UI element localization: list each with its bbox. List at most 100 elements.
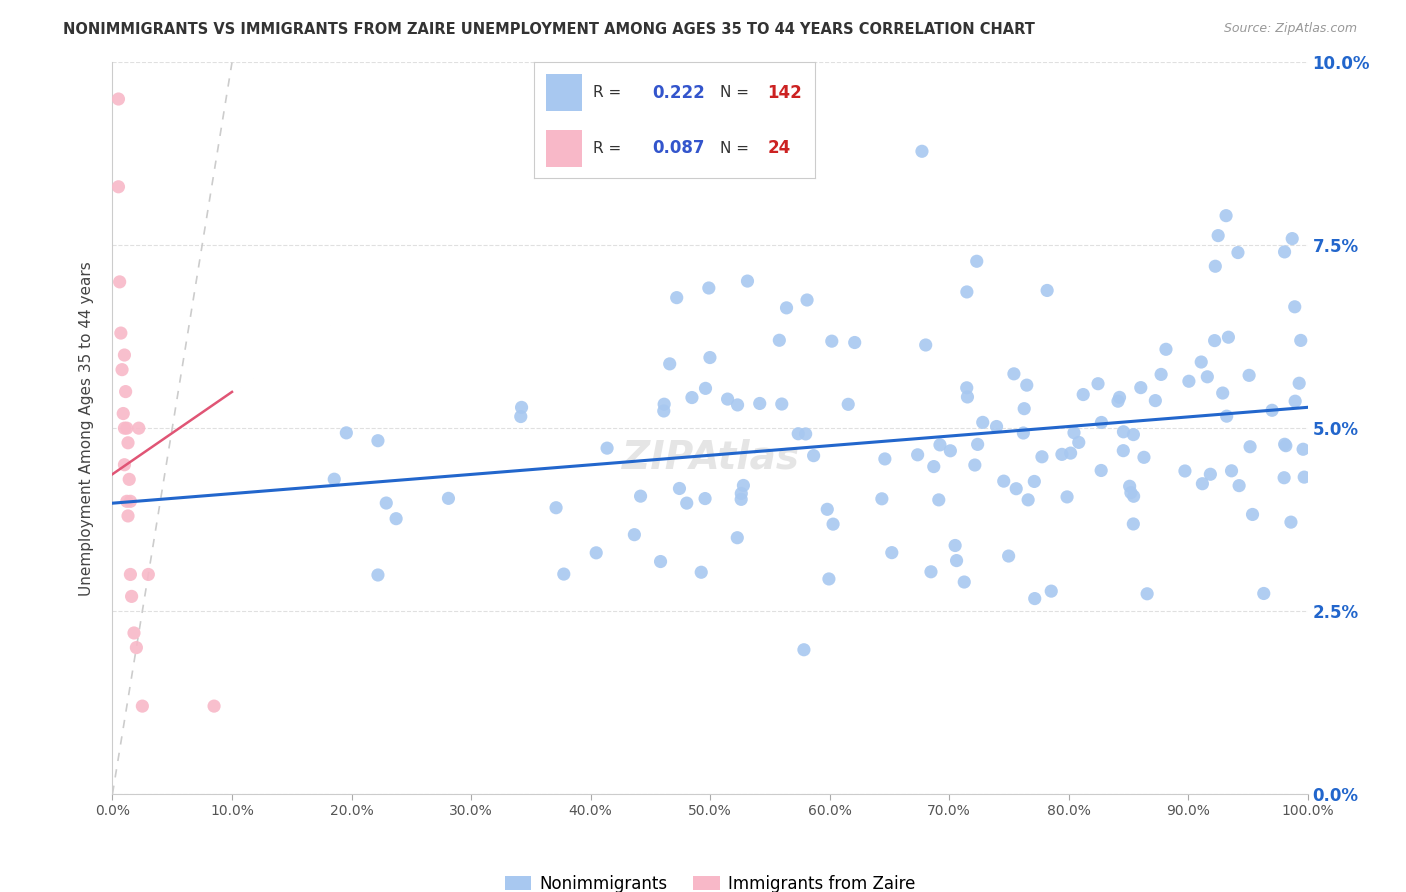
Point	[1144, 393, 1167, 408]
Point	[665, 291, 688, 305]
Point	[652, 404, 675, 418]
Text: ZIPAtlas: ZIPAtlas	[621, 438, 799, 476]
Point	[1040, 584, 1063, 599]
Point	[768, 333, 790, 347]
Point	[120, 567, 142, 582]
Point	[1122, 489, 1144, 503]
Point	[956, 381, 979, 395]
Point	[128, 421, 150, 435]
Text: 0.222: 0.222	[652, 84, 706, 102]
Point	[1218, 330, 1240, 344]
Point	[681, 391, 703, 405]
Text: NONIMMIGRANTS VS IMMIGRANTS FROM ZAIRE UNEMPLOYMENT AMONG AGES 35 TO 44 YEARS CO: NONIMMIGRANTS VS IMMIGRANTS FROM ZAIRE U…	[63, 22, 1035, 37]
Point	[1107, 394, 1129, 409]
Point	[623, 527, 645, 541]
Point	[1220, 464, 1243, 478]
Point	[1090, 416, 1112, 430]
Point	[114, 348, 135, 362]
Point	[1036, 284, 1059, 298]
Point	[914, 338, 936, 352]
Text: N =: N =	[720, 141, 749, 156]
Point	[110, 326, 132, 340]
Point	[121, 590, 143, 604]
Point	[1281, 231, 1303, 245]
Point	[546, 500, 568, 515]
Point	[1206, 228, 1229, 243]
Point	[725, 531, 748, 545]
Point	[963, 458, 986, 472]
Point	[1122, 516, 1144, 531]
Point	[1090, 463, 1112, 477]
Point	[1274, 244, 1296, 259]
Point	[1012, 425, 1035, 440]
Point	[1112, 443, 1135, 458]
Point	[1071, 387, 1094, 401]
Point	[1118, 479, 1140, 493]
Point	[1122, 427, 1144, 442]
Point	[1227, 478, 1250, 492]
Point	[770, 397, 793, 411]
Point	[1063, 425, 1085, 440]
Point	[1017, 492, 1039, 507]
Point	[122, 626, 145, 640]
Point	[953, 574, 976, 589]
Point	[1002, 367, 1025, 381]
Point	[114, 384, 136, 399]
Text: 142: 142	[768, 84, 803, 102]
Point	[997, 549, 1019, 563]
Text: 0.087: 0.087	[652, 139, 704, 157]
Point	[716, 392, 738, 406]
Point	[939, 443, 962, 458]
Text: R =: R =	[593, 85, 621, 100]
Point	[1272, 471, 1295, 485]
Point	[873, 452, 896, 467]
Point	[1191, 476, 1213, 491]
Point	[107, 179, 129, 194]
Point	[630, 489, 652, 503]
Point	[1284, 300, 1306, 314]
Point	[385, 511, 408, 525]
Point	[658, 357, 681, 371]
Point	[1050, 447, 1073, 461]
Point	[1215, 409, 1237, 424]
Point	[117, 435, 139, 450]
Point	[787, 426, 810, 441]
Point	[1253, 586, 1275, 600]
Point	[1112, 425, 1135, 439]
Point	[880, 546, 903, 560]
Point	[1178, 374, 1201, 388]
Point	[690, 566, 713, 580]
Point	[1031, 450, 1053, 464]
Point	[650, 555, 672, 569]
Point	[823, 517, 845, 532]
Point	[1087, 376, 1109, 391]
Point	[553, 567, 575, 582]
Point	[1056, 490, 1078, 504]
Point	[907, 448, 929, 462]
Point	[1275, 439, 1298, 453]
Point	[1279, 515, 1302, 529]
Point	[796, 293, 818, 307]
Point	[1212, 386, 1234, 401]
Point	[1197, 369, 1219, 384]
Point	[1294, 470, 1316, 484]
Point	[693, 491, 716, 506]
Point	[1204, 259, 1226, 273]
Point	[510, 401, 533, 415]
Point	[1292, 442, 1315, 457]
Point	[1129, 381, 1152, 395]
Point	[972, 416, 994, 430]
Point	[1289, 334, 1312, 348]
Point	[730, 486, 752, 500]
Point	[928, 492, 950, 507]
Point	[844, 335, 866, 350]
Point	[695, 381, 717, 395]
Point	[1005, 482, 1028, 496]
Point	[1024, 475, 1046, 489]
Point	[993, 474, 1015, 488]
Point	[697, 281, 720, 295]
Point	[675, 496, 697, 510]
Point	[1274, 437, 1296, 451]
Point	[115, 494, 138, 508]
Point	[596, 441, 619, 455]
